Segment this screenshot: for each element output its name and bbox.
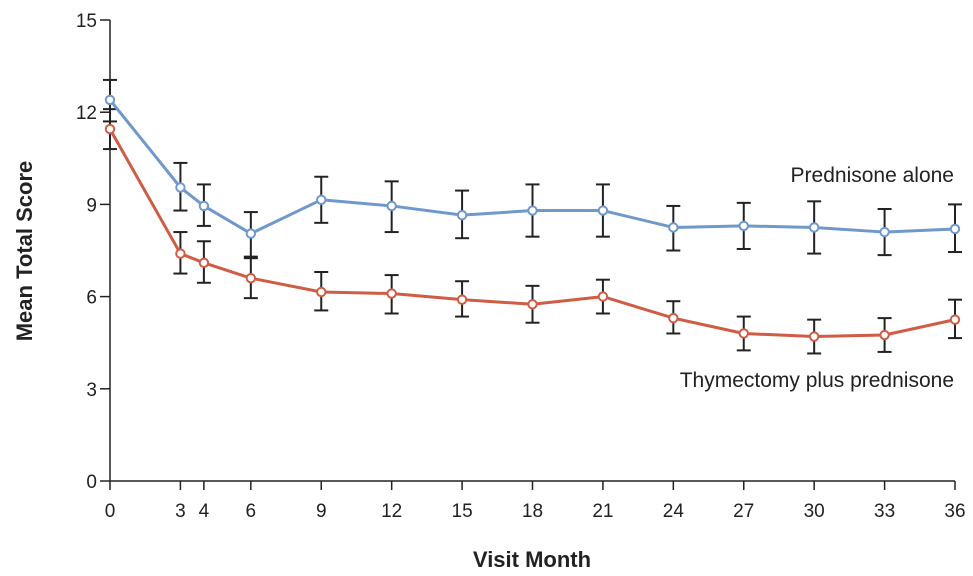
- data-point: [527, 299, 538, 310]
- x-tick-label-3: 3: [175, 501, 186, 522]
- y-axis-title: Mean Total Score: [12, 161, 37, 342]
- series-layer: [103, 78, 962, 355]
- data-point: [316, 194, 327, 205]
- data-point: [949, 314, 961, 325]
- x-tick-label-21: 21: [592, 501, 613, 522]
- series-points-prednisone-alone: [104, 94, 961, 239]
- data-point: [808, 331, 820, 342]
- data-point: [456, 294, 468, 305]
- x-tick-label-30: 30: [804, 501, 825, 522]
- error-bars-thymectomy-plus-prednisone: [103, 108, 962, 355]
- x-tick-label-9: 9: [316, 501, 327, 522]
- x-tick-label-36: 36: [944, 501, 965, 522]
- series-label-prednisone-alone: Prednisone alone: [791, 164, 954, 187]
- data-point: [245, 228, 257, 239]
- error-bars-prednisone-alone: [103, 78, 962, 258]
- x-tick-label-12: 12: [381, 501, 402, 522]
- data-point: [738, 328, 749, 339]
- x-tick-label-4: 4: [199, 501, 210, 522]
- data-point: [597, 205, 609, 216]
- data-point: [175, 248, 186, 259]
- y-tick-label-9: 9: [86, 195, 97, 216]
- data-point: [597, 291, 609, 302]
- data-point: [456, 209, 468, 221]
- y-tick-label-15: 15: [76, 11, 97, 32]
- data-point: [527, 205, 538, 216]
- y-tick-label-3: 3: [86, 380, 97, 401]
- data-point: [316, 286, 327, 298]
- series-label-thymectomy-plus-prednisone: Thymectomy plus prednisone: [680, 369, 954, 392]
- x-tick-label-15: 15: [452, 501, 473, 522]
- data-point: [808, 222, 820, 233]
- series-line-prednisone-alone: [108, 98, 956, 236]
- data-point: [245, 272, 257, 284]
- y-tick-label-0: 0: [86, 472, 97, 493]
- data-point: [386, 200, 397, 212]
- y-tick-label-6: 6: [86, 288, 97, 309]
- data-point: [668, 222, 679, 233]
- data-point: [668, 312, 679, 324]
- data-point: [175, 182, 186, 193]
- series-points-thymectomy-plus-prednisone: [104, 123, 961, 342]
- series-line-thymectomy-plus-prednisone: [108, 128, 956, 339]
- y-tick-label-12: 12: [76, 103, 97, 124]
- x-tick-label-18: 18: [522, 501, 543, 522]
- data-point: [386, 288, 397, 299]
- x-tick-label-0: 0: [105, 501, 116, 522]
- data-point: [104, 94, 116, 106]
- x-tick-label-24: 24: [663, 501, 685, 522]
- data-point: [104, 123, 116, 135]
- x-tick-label-33: 33: [874, 501, 895, 522]
- data-point: [738, 220, 749, 232]
- data-point: [198, 200, 210, 212]
- data-point: [949, 223, 961, 235]
- x-tick-label-27: 27: [733, 501, 754, 522]
- data-point: [879, 329, 890, 341]
- data-point: [198, 257, 210, 268]
- x-tick-label-6: 6: [246, 501, 257, 522]
- data-point: [879, 226, 890, 238]
- x-axis-title: Visit Month: [473, 547, 591, 572]
